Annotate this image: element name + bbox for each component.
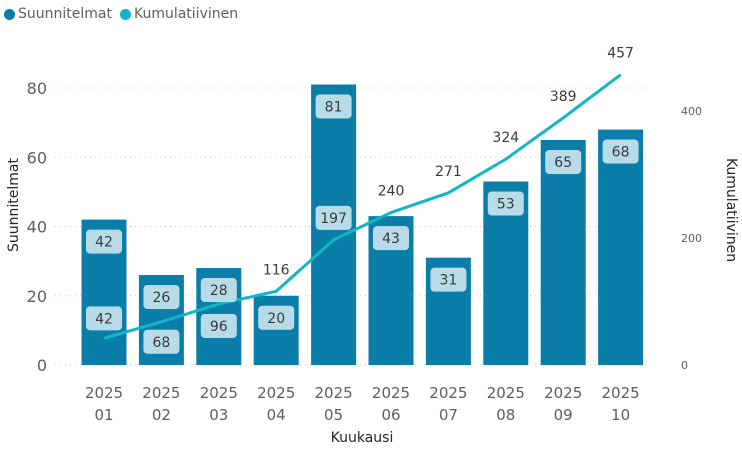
line-data-label: 271 [435,164,462,180]
legend-label: Kumulatiivinen [133,6,239,22]
y-tick-label: 20 [27,287,47,306]
bar-data-label: 81 [325,100,343,116]
bar-data-label-box [86,229,122,254]
bar-data-label-box [602,139,639,164]
bar-data-label: 42 [95,235,113,251]
x-axis-title: Kuukausi [331,430,394,446]
x-tick-label: 2025 [544,384,582,402]
bar-data-label: 20 [267,311,285,327]
y2-tick-label: 200 [681,232,702,245]
y-tick-label: 0 [37,356,47,375]
line-data-label: 389 [550,89,577,105]
legend-dot-icon [4,8,15,20]
x-tick-label: 05 [324,406,343,424]
bar-data-label-box [315,94,352,119]
y2-axis-title: Kumulatiivinen [723,158,739,262]
line-data-label-box [200,314,237,339]
cumulative-line [103,73,622,340]
y-axis-title: Suunnitelmat [6,158,22,252]
x-tick-label: 07 [439,406,458,424]
x-tick-label: 2025 [429,384,467,402]
x-tick-label: 2025 [142,384,180,402]
line-data-label-box [315,205,352,230]
x-tick-label: 08 [496,406,515,424]
legend-item-suunnitelmat[interactable]: Suunnitelmat [4,6,112,22]
legend-dot-icon [119,8,131,20]
line-data-label-box [86,306,122,331]
y2-tick-label: 400 [681,105,702,118]
line-data-label: 197 [320,211,347,227]
y-tick-label: 80 [27,79,47,98]
line-data-label: 240 [378,184,405,200]
bar-data-label: 26 [152,290,170,306]
line-data-label: 68 [152,335,170,351]
line-data-label: 42 [95,311,113,327]
y2-tick-label: 0 [681,359,688,372]
bar-data-label: 28 [210,283,228,299]
x-tick-label: 09 [554,406,573,424]
x-tick-label: 02 [152,406,171,424]
bar-data-label-box [373,226,409,251]
line-data-label: 457 [607,46,634,62]
x-tick-label: 2025 [487,384,525,402]
x-tick-label: 2025 [257,384,295,402]
x-tick-label: 06 [381,406,400,424]
bar-data-label: 31 [439,273,457,289]
line-data-label: 96 [210,319,228,335]
legend-label: Suunnitelmat [18,6,112,22]
bar-data-label: 68 [612,145,630,161]
line-data-label-box [143,329,180,354]
line-data-label: 324 [492,130,519,146]
bar-data-label-box [258,305,295,330]
line-data-label: 116 [263,262,290,278]
bar-data-label: 43 [382,231,400,247]
x-tick-label: 2025 [372,384,410,402]
bar-data-label-box [143,284,180,309]
x-tick-label: 2025 [315,384,353,402]
y-tick-label: 40 [27,218,47,237]
x-tick-label: 2025 [200,384,238,402]
bar-data-label-box [545,149,582,174]
bar [540,139,586,365]
bar-data-label-box [487,191,524,216]
bar-data-label: 65 [554,155,572,171]
x-tick-label: 10 [611,406,630,424]
x-tick-label: 01 [94,406,113,424]
legend-item-kumulatiivinen[interactable]: Kumulatiivinen [119,6,239,22]
x-tick-label: 03 [209,406,228,424]
bar-data-label: 53 [497,196,515,212]
x-tick-label: 2025 [85,384,123,402]
bar-data-label-box [200,278,237,303]
y-tick-label: 60 [27,148,47,167]
x-tick-label: 2025 [602,384,640,402]
x-tick-label: 04 [267,406,286,424]
legend: Suunnitelmat Kumulatiivinen [4,6,238,22]
bar-data-label-box [430,267,467,292]
bar [598,129,644,365]
